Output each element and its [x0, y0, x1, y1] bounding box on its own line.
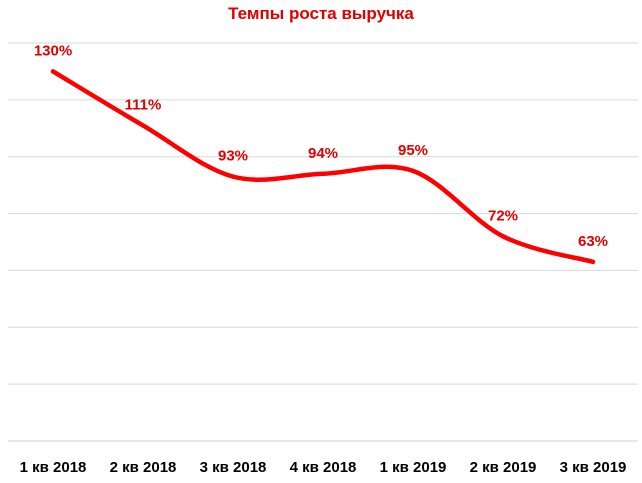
- data-point: [141, 123, 145, 128]
- x-tick-label: 4 кв 2018: [290, 459, 357, 476]
- data-labels: 130% 111% 93% 94% 95% 72% 63%: [34, 42, 608, 249]
- gridlines: [8, 42, 638, 442]
- data-point: [591, 259, 595, 264]
- chart-title: Темпы роста выручка: [228, 4, 414, 23]
- data-point: [501, 234, 505, 239]
- data-label: 111%: [125, 96, 162, 113]
- data-label: 63%: [578, 233, 608, 250]
- data-label: 130%: [34, 42, 72, 59]
- x-tick-label: 2 кв 2019: [470, 459, 537, 476]
- data-label: 94%: [308, 145, 338, 162]
- data-label: 95%: [398, 142, 428, 159]
- data-point: [51, 69, 55, 74]
- x-tick-label: 1 кв 2018: [20, 459, 87, 476]
- data-label: 72%: [488, 207, 518, 224]
- x-tick-label: 3 кв 2019: [560, 459, 627, 476]
- data-point: [321, 171, 325, 176]
- x-tick-label: 1 кв 2019: [380, 459, 447, 476]
- x-tick-label: 3 кв 2018: [200, 459, 267, 476]
- x-axis-ticks: 1 кв 2018 2 кв 2018 3 кв 2018 4 кв 2018 1 кв…: [20, 459, 627, 476]
- data-label: 93%: [218, 148, 248, 165]
- x-tick-label: 2 кв 2018: [110, 459, 177, 476]
- series-line-group: [50, 69, 596, 265]
- data-point: [231, 174, 235, 179]
- data-point: [411, 168, 415, 173]
